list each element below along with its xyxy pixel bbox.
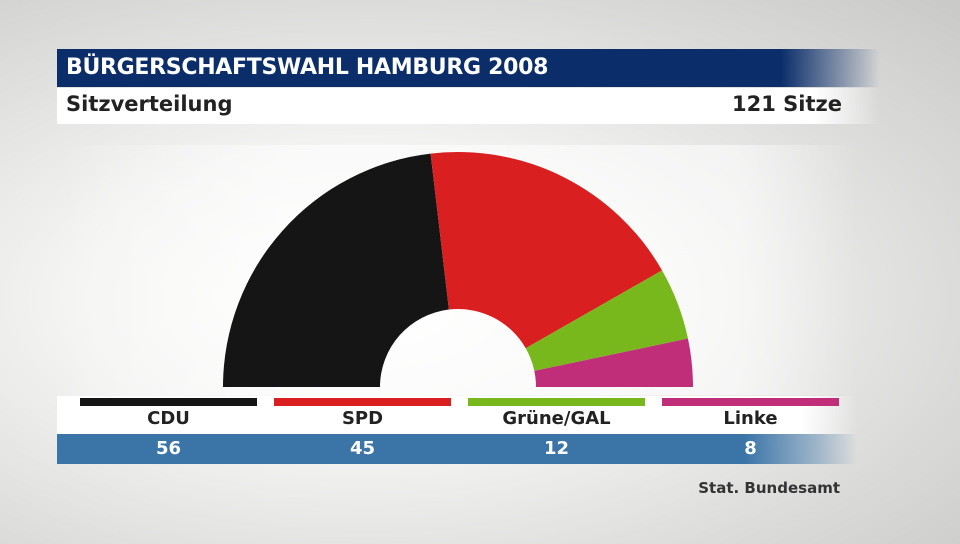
seat-segment-spd xyxy=(430,152,663,349)
legend-swatch xyxy=(662,398,839,406)
legend-swatch xyxy=(468,398,645,406)
legend-item-linke: Linke xyxy=(662,396,839,434)
legend-label: Grüne/GAL xyxy=(502,408,611,429)
title-bar: BÜRGERSCHAFTSWAHL HAMBURG 2008 xyxy=(57,49,880,87)
legend-label: CDU xyxy=(147,408,190,429)
legend: CDU SPD Grüne/GAL Linke xyxy=(57,396,857,434)
seat-segment-linke xyxy=(534,338,693,387)
chart-area xyxy=(57,145,857,395)
seat-value-spd: 45 xyxy=(349,438,376,459)
seat-value-linke: 8 xyxy=(744,438,757,459)
chart-title: BÜRGERSCHAFTSWAHL HAMBURG 2008 xyxy=(66,55,549,80)
source-label: Stat. Bundesamt xyxy=(698,479,840,497)
legend-label: SPD xyxy=(341,408,384,429)
legend-item-gr-ne-gal: Grüne/GAL xyxy=(468,396,645,434)
legend-label: Linke xyxy=(723,408,778,429)
seat-value-cdu: 56 xyxy=(155,438,182,459)
legend-item-cdu: CDU xyxy=(80,396,257,434)
seat-value-gr-ne-gal: 12 xyxy=(543,438,570,459)
value-row: 56 45 12 8 xyxy=(57,434,857,464)
total-seats-label: 121 Sitze xyxy=(732,92,842,116)
seat-segment-gr-ne-gal xyxy=(525,270,688,371)
subtitle-bar: Sitzverteilung 121 Sitze xyxy=(57,88,880,124)
seat-segment-cdu xyxy=(223,153,449,387)
chart-subtitle: Sitzverteilung xyxy=(66,92,233,116)
legend-item-spd: SPD xyxy=(274,396,451,434)
legend-swatch xyxy=(80,398,257,406)
legend-swatch xyxy=(274,398,451,406)
hemicycle-chart xyxy=(223,152,693,387)
